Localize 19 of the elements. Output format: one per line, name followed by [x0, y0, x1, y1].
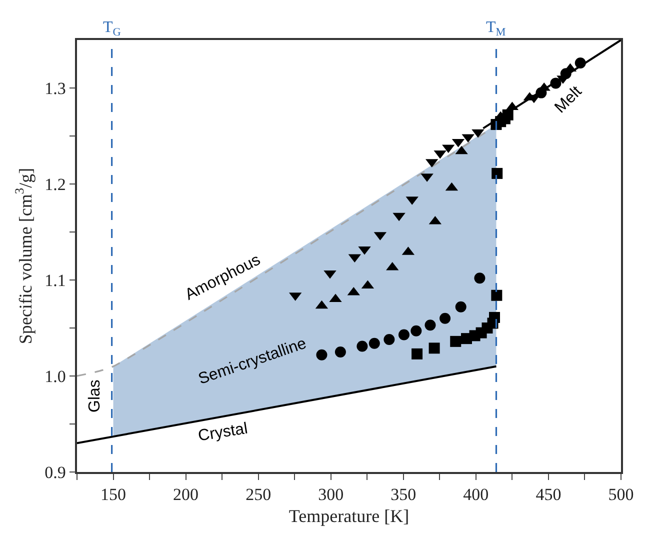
y-tick-label: 1.2 [44, 174, 66, 194]
y-tick-label: 1.3 [44, 78, 66, 98]
annotation: Melt [552, 82, 586, 117]
x-tick-label: 200 [173, 485, 199, 504]
annotation: Glas [86, 380, 104, 412]
x-tick-label: 450 [536, 485, 562, 504]
x-tick-label: 300 [318, 485, 344, 504]
y-tick-label: 1.0 [44, 366, 66, 386]
annotation: Crystal [197, 420, 249, 445]
x-tick-label: 350 [390, 485, 416, 504]
x-tick-label: 250 [246, 485, 272, 504]
x-tick-label: 400 [463, 485, 489, 504]
ref-line-label: T$_{M}$ [486, 19, 506, 38]
x-tick-label: 500 [608, 485, 634, 504]
x-tick-label: 150 [100, 485, 126, 504]
ref-line-label: T$_{G}$ [103, 19, 121, 38]
y-tick-label: 1.1 [44, 270, 66, 290]
x-axis-title: Temperature [K] [288, 506, 410, 526]
y-tick-label: 0.9 [44, 462, 66, 482]
